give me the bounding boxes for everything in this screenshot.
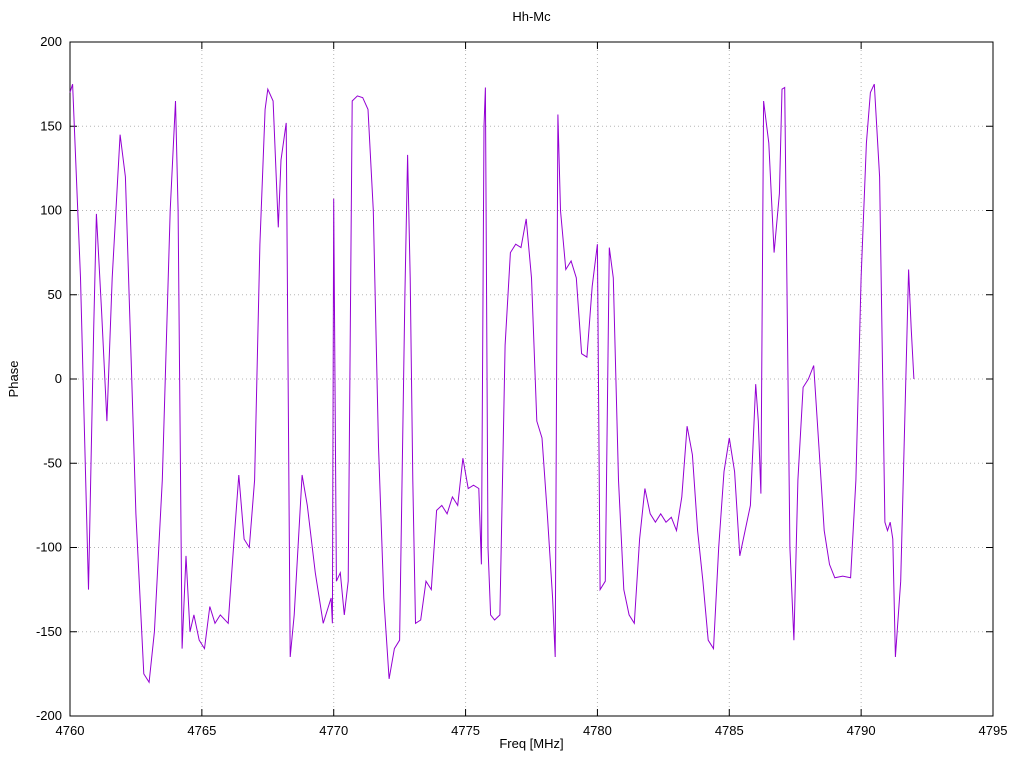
x-tick-label: 4785 bbox=[715, 723, 744, 738]
y-tick-label: -50 bbox=[43, 455, 62, 470]
tick-labels: 4760 4765 4770 4775 4780 4785 4790 4795 -200 -150… bbox=[36, 34, 1007, 738]
y-tick-label: 0 bbox=[55, 371, 62, 386]
y-tick-label: -100 bbox=[36, 540, 62, 555]
x-tick-label: 4790 bbox=[847, 723, 876, 738]
phase-series-line bbox=[69, 83, 915, 684]
x-tick-label: 4770 bbox=[319, 723, 348, 738]
x-tick-label: 4760 bbox=[56, 723, 85, 738]
y-tick-label: 150 bbox=[40, 118, 62, 133]
y-axis-label: Phase bbox=[6, 361, 21, 398]
y-tick-label: -150 bbox=[36, 624, 62, 639]
x-tick-label: 4780 bbox=[583, 723, 612, 738]
x-tick-label: 4765 bbox=[187, 723, 216, 738]
x-axis-label: Freq [MHz] bbox=[499, 736, 563, 751]
y-tick-label: 200 bbox=[40, 34, 62, 49]
x-tick-label: 4775 bbox=[451, 723, 480, 738]
axes-and-ticks bbox=[69, 41, 994, 717]
x-tick-label: 4795 bbox=[979, 723, 1008, 738]
y-tick-label: 100 bbox=[40, 203, 62, 218]
y-tick-label: -200 bbox=[36, 708, 62, 723]
y-tick-label: 50 bbox=[48, 287, 62, 302]
chart-title: Hh-Mc bbox=[512, 9, 551, 24]
